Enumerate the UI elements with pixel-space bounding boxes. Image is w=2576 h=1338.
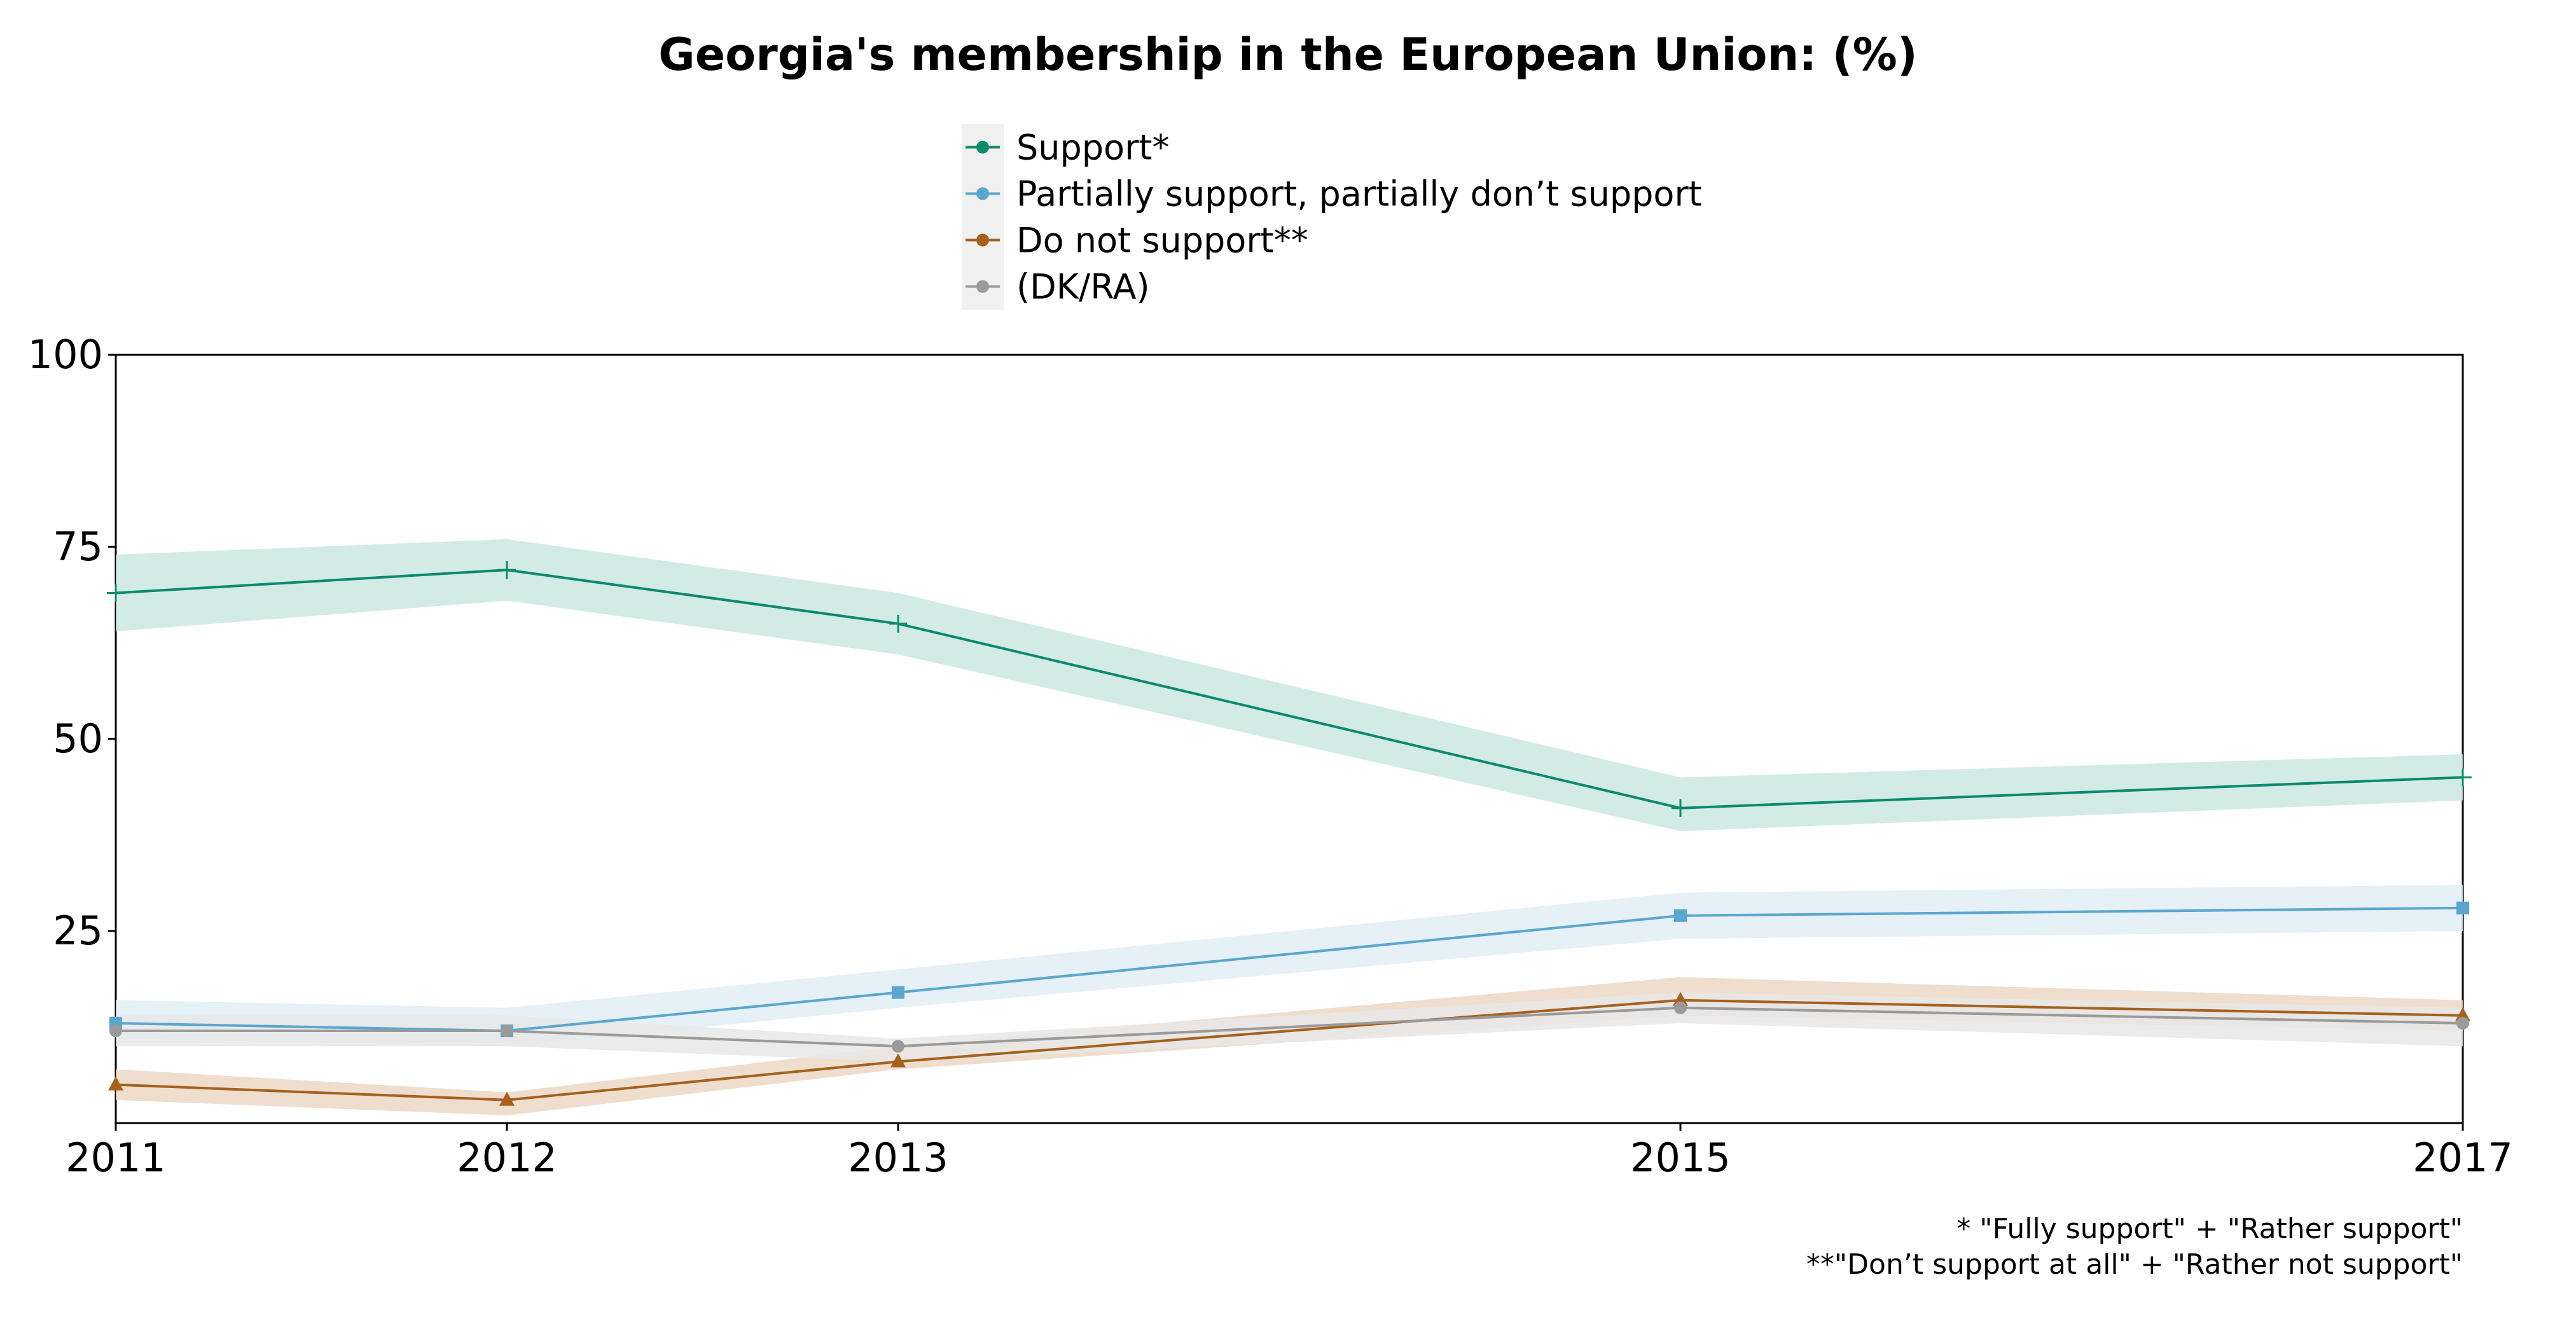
data-point-do-not-support-2011: [108, 1076, 123, 1091]
data-point-support-2011: [107, 584, 125, 602]
x-tick-label-2015: 2015: [1630, 1135, 1731, 1181]
data-point-partially-support-partially-don-t-support-2017: [2456, 901, 2469, 914]
data-point-dk-ra-2017: [2456, 1016, 2469, 1030]
legend-key-background: [962, 124, 1004, 310]
legend-marker-partially-support-partially-don-t-support: [976, 187, 989, 200]
legend-label-do-not-support: Do not support**: [1016, 221, 1308, 261]
y-tick-label-75: 75: [53, 523, 103, 570]
chart-title: Georgia's membership in the European Uni…: [658, 29, 1917, 81]
legend-marker-dk-ra: [976, 280, 989, 293]
data-point-dk-ra-2011: [109, 1024, 122, 1038]
data-point-dk-ra-2012: [501, 1024, 513, 1038]
y-tick-label-100: 100: [28, 331, 103, 378]
legend-item-support: Support*: [966, 128, 1169, 168]
legend: Support* Partially support, partially don…: [962, 124, 1702, 310]
x-axis: 2011 2012 2013 2015 2017: [66, 1123, 2513, 1181]
data-point-do-not-support-2015: [1673, 991, 1688, 1006]
y-axis: 25 50 75 100: [28, 331, 116, 954]
legend-item-partially-support-partially-don-t-support: Partially support, partially don’t suppo…: [966, 174, 1702, 214]
data-point-do-not-support-2017: [2455, 1007, 2470, 1021]
data-point-dk-ra-2013: [892, 1040, 904, 1053]
data-point-partially-support-partially-don-t-support-2013: [892, 986, 904, 999]
data-point-do-not-support-2013: [890, 1053, 906, 1068]
x-tick-label-2011: 2011: [66, 1135, 166, 1181]
confidence-band-support: [116, 539, 2463, 831]
x-tick-label-2012: 2012: [457, 1135, 557, 1181]
data-point-support-2017: [2454, 768, 2472, 787]
legend-marker-do-not-support: [976, 233, 989, 247]
x-tick-label-2017: 2017: [2413, 1135, 2513, 1181]
data-point-dk-ra-2015: [1674, 1001, 1687, 1014]
y-tick-label-25: 25: [53, 907, 103, 954]
legend-item-dk-ra: (DK/RA): [966, 267, 1150, 307]
data-point-support-2012: [498, 561, 516, 579]
confidence-band-partially-support-partially-don-t-support: [116, 885, 2463, 1047]
legend-label-support: Support*: [1016, 128, 1169, 168]
y-tick-label-50: 50: [53, 715, 103, 762]
data-point-support-2015: [1672, 799, 1689, 817]
series-markers: [107, 561, 2472, 1106]
legend-item-do-not-support: Do not support**: [966, 221, 1308, 261]
data-point-partially-support-partially-don-t-support-2015: [1674, 909, 1687, 922]
x-tick-label-2013: 2013: [848, 1135, 948, 1181]
footnote-support: * "Fully support" + "Rather support": [1956, 1213, 2463, 1245]
footnote-do-not-support: **"Don’t support at all" + "Rather not s…: [1806, 1248, 2463, 1281]
data-point-support-2013: [889, 614, 907, 633]
legend-label-partially-support-partially-don-t-support: Partially support, partially don’t suppo…: [1016, 174, 1702, 214]
data-point-do-not-support-2012: [499, 1091, 515, 1106]
legend-label-dk-ra: (DK/RA): [1016, 267, 1150, 307]
legend-marker-support: [976, 141, 989, 154]
